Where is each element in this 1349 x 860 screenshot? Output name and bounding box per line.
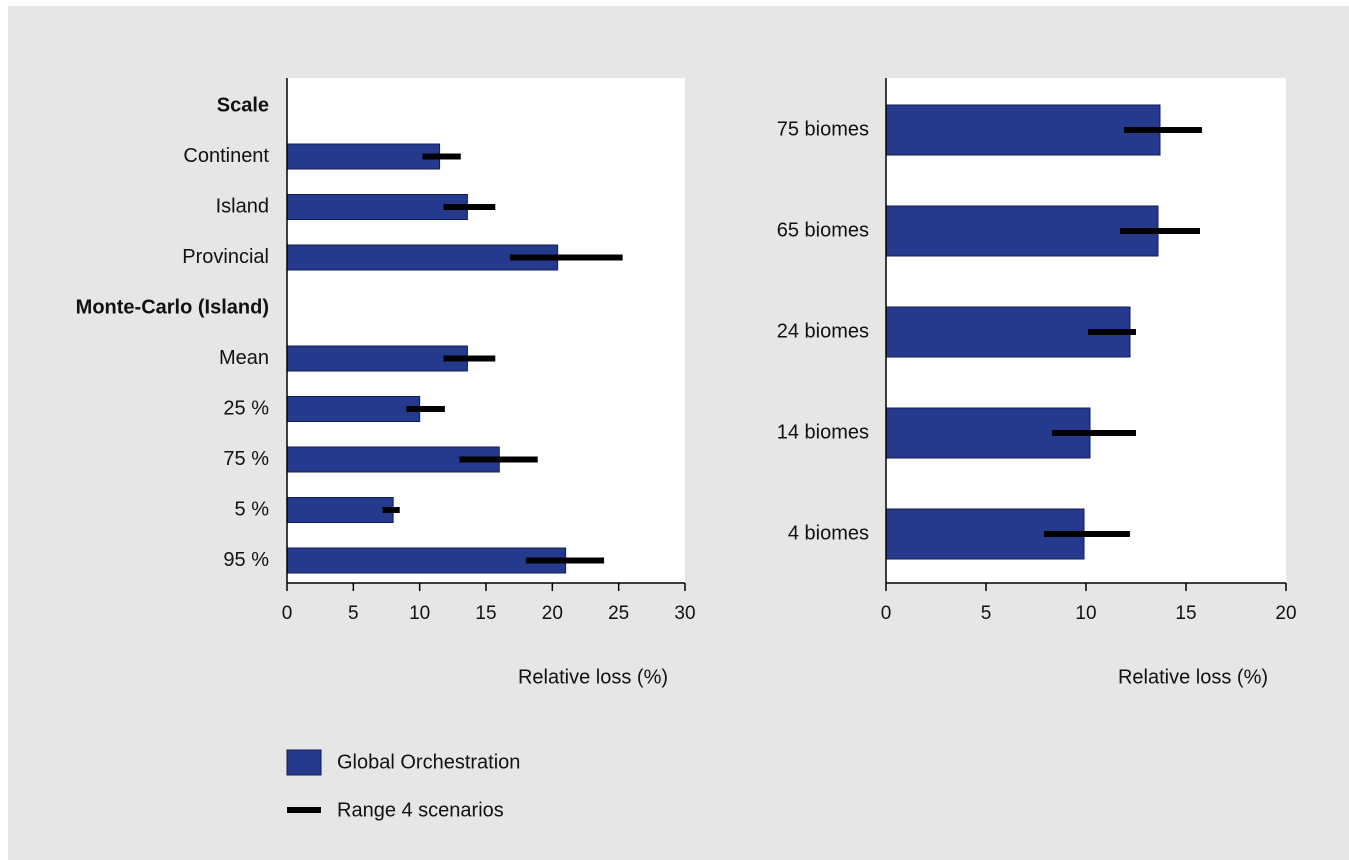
legend-label-range: Range 4 scenarios <box>337 799 504 821</box>
x-axis-title-left: Relative loss (%) <box>518 666 668 688</box>
x-tick-label: 20 <box>1275 603 1296 624</box>
x-tick-label: 25 <box>608 603 629 624</box>
category-label: 95 % <box>223 549 269 571</box>
group-heading: Monte-Carlo (Island) <box>76 296 269 318</box>
x-tick-label: 15 <box>1175 603 1196 624</box>
bar <box>885 205 1159 257</box>
category-label: Continent <box>183 145 269 167</box>
category-label: 75 % <box>223 448 269 470</box>
bar <box>286 143 441 170</box>
category-label: 25 % <box>223 397 269 419</box>
bar <box>286 396 421 422</box>
bar <box>286 547 567 574</box>
category-label: 5 % <box>235 498 270 520</box>
bar <box>286 497 394 523</box>
category-label: 4 biomes <box>788 522 869 544</box>
x-tick-label: 0 <box>282 603 293 624</box>
x-tick-label: 10 <box>409 603 430 624</box>
x-tick-label: 15 <box>475 603 496 624</box>
category-label: 65 biomes <box>777 219 869 241</box>
bar <box>286 345 468 372</box>
bar <box>885 104 1161 156</box>
bar <box>286 194 468 220</box>
category-label: Provincial <box>182 246 269 268</box>
figure-panel: Scale Continent Island Provincial Monte-Carl… <box>8 6 1349 860</box>
chart-svg: Scale Continent Island Provincial Monte-Carl… <box>76 78 1297 821</box>
category-label: Island <box>216 195 269 217</box>
category-label: Mean <box>219 347 269 369</box>
x-tick-label: 30 <box>674 603 695 624</box>
group-heading: Scale <box>217 94 269 116</box>
x-tick-label: 5 <box>348 603 359 624</box>
category-label: 14 biomes <box>777 421 869 443</box>
legend-label-bar: Global Orchestration <box>337 751 520 773</box>
x-tick-label: 5 <box>981 603 992 624</box>
category-label: 24 biomes <box>777 320 869 342</box>
category-label: 75 biomes <box>777 118 869 140</box>
x-tick-label: 0 <box>881 603 892 624</box>
x-tick-label: 10 <box>1075 603 1096 624</box>
x-axis-title-right: Relative loss (%) <box>1118 666 1268 688</box>
x-tick-label: 20 <box>542 603 563 624</box>
legend-swatch-bar <box>286 749 322 776</box>
